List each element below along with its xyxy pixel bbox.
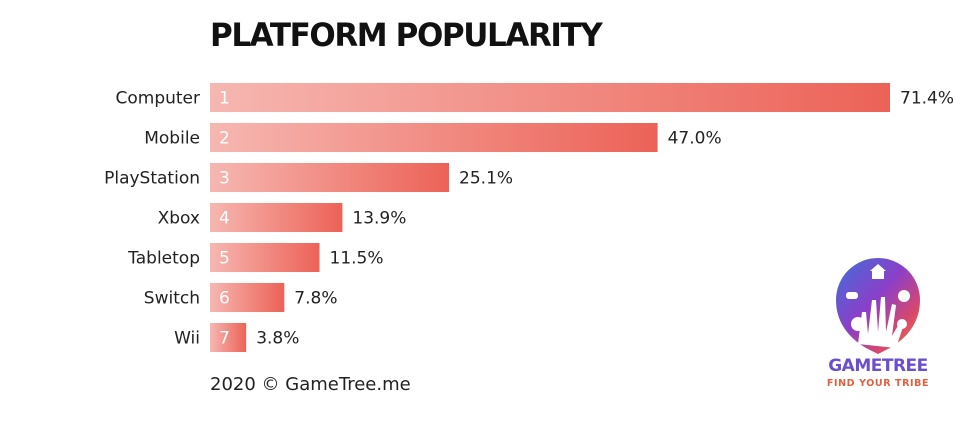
category-label: Wii (174, 329, 200, 349)
bar (210, 123, 658, 152)
chart-title: PLATFORM POPULARITY (210, 17, 603, 55)
bar (210, 323, 247, 352)
category-label: Computer (115, 89, 200, 109)
gametree-logo: GAMETREE FIND YOUR TRIBE (818, 252, 938, 397)
value-label: 3.8% (256, 329, 299, 349)
bar (210, 243, 320, 272)
category-label: PlayStation (104, 169, 200, 189)
value-label: 71.4% (900, 89, 954, 109)
value-label: 13.9% (352, 209, 406, 229)
value-label: 47.0% (668, 129, 722, 149)
rank-label: 6 (219, 289, 230, 309)
logo-tagline: FIND YOUR TRIBE (826, 378, 930, 389)
bar (210, 283, 285, 312)
value-label: 11.5% (330, 249, 384, 269)
bar (210, 163, 450, 192)
rank-label: 3 (219, 169, 230, 189)
gametree-hand-tree-icon (836, 258, 920, 354)
category-label: Mobile (144, 129, 200, 149)
bar (210, 203, 343, 232)
logo-name: GAMETREE (828, 356, 928, 376)
footer-credit: 2020 © GameTree.me (210, 374, 411, 395)
category-label: Switch (144, 289, 200, 309)
category-label: Tabletop (127, 249, 200, 269)
rank-label: 1 (219, 89, 230, 109)
rank-label: 5 (219, 249, 230, 269)
bar (210, 83, 890, 112)
rank-label: 7 (219, 329, 230, 349)
category-label: Xbox (158, 209, 200, 229)
value-label: 7.8% (294, 289, 337, 309)
rank-label: 4 (219, 209, 230, 229)
value-label: 25.1% (459, 169, 513, 189)
rank-label: 2 (219, 129, 230, 149)
